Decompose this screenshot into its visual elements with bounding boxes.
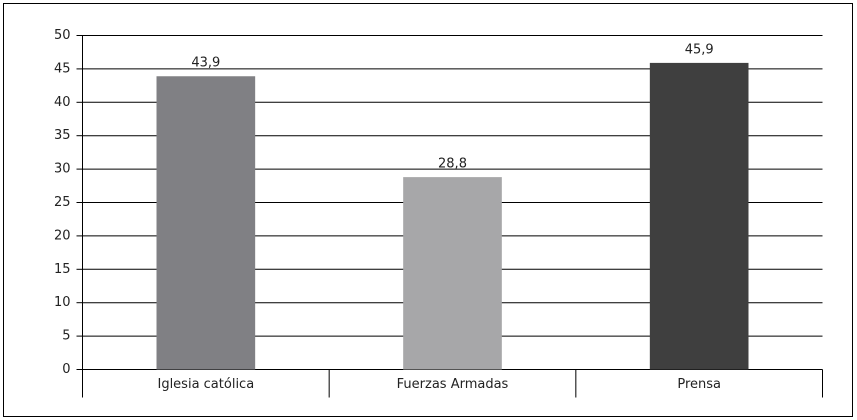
y-tick-label: 25 [54, 195, 71, 210]
y-tick-label: 20 [54, 228, 71, 243]
bar [403, 177, 502, 370]
y-tick-label: 30 [54, 162, 71, 177]
x-tick-label: Prensa [677, 377, 721, 392]
x-tick-label: Iglesia católica [157, 377, 254, 392]
y-tick-label: 35 [54, 128, 71, 143]
x-tick-label: Fuerzas Armadas [397, 377, 509, 392]
y-tick-label: 45 [54, 61, 71, 76]
y-tick-label: 0 [62, 362, 70, 377]
value-label: 45,9 [685, 42, 714, 57]
y-tick-label: 10 [54, 295, 71, 310]
y-tick-label: 15 [54, 262, 71, 277]
bar [156, 76, 256, 370]
value-label: 28,8 [438, 157, 467, 172]
y-tick-label: 40 [54, 95, 71, 110]
chart-frame [3, 3, 853, 417]
bar [649, 62, 749, 370]
y-tick-label: 5 [62, 329, 70, 344]
y-tick-label: 50 [54, 28, 71, 43]
value-label: 43,9 [191, 56, 220, 71]
